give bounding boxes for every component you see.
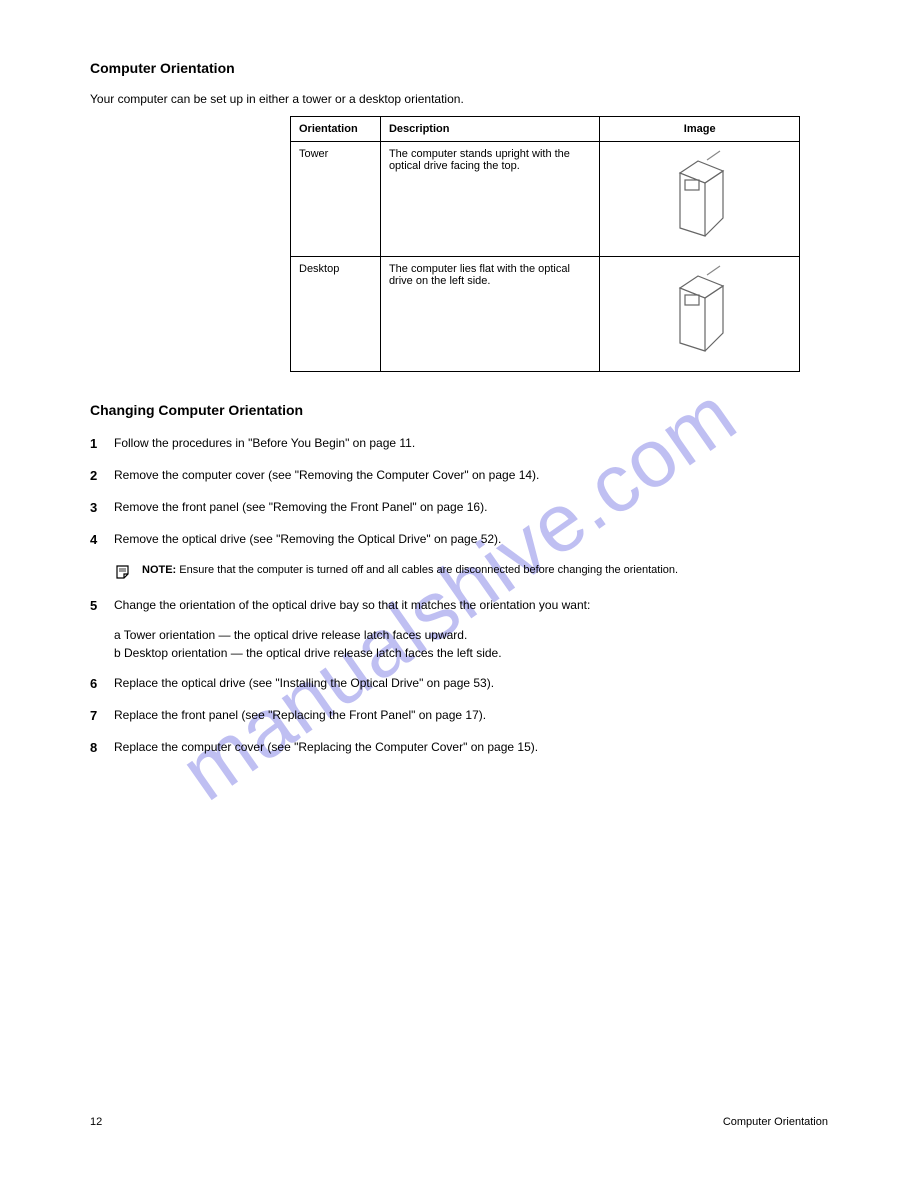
list-item: Replace the front panel (see "Replacing … — [90, 706, 828, 724]
sub-item: a Tower orientation — the optical drive … — [114, 628, 828, 642]
list-item: Follow the procedures in "Before You Beg… — [90, 434, 828, 452]
step-list-after: Replace the optical drive (see "Installi… — [90, 674, 828, 756]
list-item: Replace the optical drive (see "Installi… — [90, 674, 828, 692]
table-cell-orientation: Tower — [291, 142, 381, 257]
page-footer: 12 Computer Orientation — [90, 1116, 828, 1128]
note-icon — [114, 562, 134, 582]
note-label: NOTE: — [142, 564, 179, 576]
page-number: 12 — [90, 1116, 102, 1128]
list-item: Remove the front panel (see "Removing th… — [90, 498, 828, 516]
page-content: Computer Orientation Your computer can b… — [90, 60, 828, 756]
footer-title: Computer Orientation — [723, 1116, 828, 1128]
intro-text: Your computer can be set up in either a … — [90, 92, 828, 106]
list-item: Change the orientation of the optical dr… — [90, 596, 828, 614]
note-block: NOTE: Ensure that the computer is turned… — [114, 562, 828, 582]
table-cell-description: The computer stands upright with the opt… — [380, 142, 599, 257]
list-item: Replace the computer cover (see "Replaci… — [90, 738, 828, 756]
list-item: Remove the computer cover (see "Removing… — [90, 466, 828, 484]
tower-computer-icon — [665, 148, 735, 238]
step-list-continued: Change the orientation of the optical dr… — [90, 596, 828, 614]
orientation-table: Orientation Description Image Tower The … — [290, 116, 800, 372]
table-header-row: Orientation Description Image — [291, 117, 800, 142]
table-col-orientation: Orientation — [291, 117, 381, 142]
table-col-image: Image — [600, 117, 800, 142]
changing-title: Changing Computer Orientation — [90, 402, 828, 418]
table-cell-orientation: Desktop — [291, 257, 381, 372]
step-list: Follow the procedures in "Before You Beg… — [90, 434, 828, 548]
table-cell-image — [600, 257, 800, 372]
table-cell-image — [600, 142, 800, 257]
table-row: Tower The computer stands upright with t… — [291, 142, 800, 257]
table-cell-description: The computer lies flat with the optical … — [380, 257, 599, 372]
sub-list: a Tower orientation — the optical drive … — [114, 628, 828, 660]
note-body: Ensure that the computer is turned off a… — [179, 564, 678, 576]
note-text: NOTE: Ensure that the computer is turned… — [142, 562, 678, 579]
section-title: Computer Orientation — [90, 60, 828, 76]
table-row: Desktop The computer lies flat with the … — [291, 257, 800, 372]
desktop-computer-icon — [665, 263, 735, 353]
list-item: Remove the optical drive (see "Removing … — [90, 530, 828, 548]
sub-item: b Desktop orientation — the optical driv… — [114, 646, 828, 660]
table-col-description: Description — [380, 117, 599, 142]
